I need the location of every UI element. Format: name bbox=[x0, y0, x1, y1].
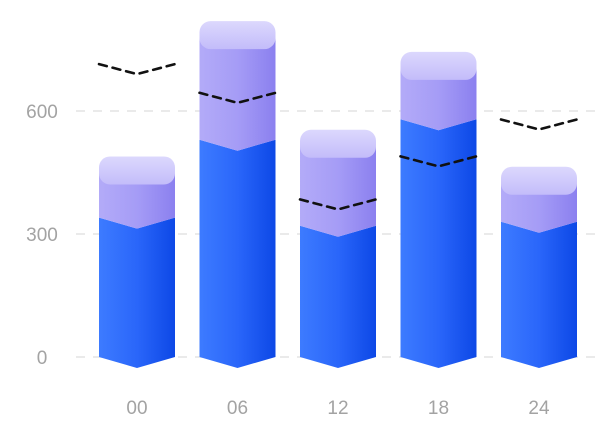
x-axis-tick-labels: 00 06 12 18 24 bbox=[126, 398, 550, 419]
x-tick-label-12: 12 bbox=[327, 398, 348, 419]
bars bbox=[99, 21, 577, 368]
target-line-06 bbox=[198, 91, 277, 105]
bar-06-series-2 bbox=[199, 35, 276, 151]
bar-24-series-1 bbox=[501, 221, 577, 368]
bar-12-series-1 bbox=[300, 225, 376, 368]
bar-18-top-cap bbox=[400, 51, 477, 80]
y-tick-label-300: 300 bbox=[26, 225, 58, 246]
bar-00-top-cap bbox=[99, 156, 175, 185]
bar-18-series-1 bbox=[400, 119, 477, 368]
target-line-18 bbox=[399, 155, 478, 168]
y-axis-tick-labels: 0 300 600 bbox=[26, 102, 58, 369]
target-line-12 bbox=[298, 198, 378, 211]
bar-06-top-cap bbox=[199, 21, 276, 50]
target-line-00 bbox=[97, 62, 177, 76]
x-tick-label-18: 18 bbox=[428, 398, 449, 419]
target-lines bbox=[97, 62, 579, 211]
bar-18-series-2 bbox=[400, 65, 477, 131]
bar-24-top-cap bbox=[501, 166, 577, 195]
y-tick-label-0: 0 bbox=[37, 348, 48, 369]
bar-12-top-cap bbox=[300, 129, 376, 158]
bar-06-series-1 bbox=[199, 139, 276, 368]
bar-00-series-1 bbox=[99, 217, 175, 368]
x-tick-label-24: 24 bbox=[528, 398, 550, 419]
bar-12-series-2 bbox=[300, 143, 376, 237]
target-line-24 bbox=[499, 118, 579, 131]
y-tick-label-600: 600 bbox=[26, 102, 58, 123]
bar-00-series-2 bbox=[99, 170, 175, 229]
x-tick-label-06: 06 bbox=[227, 398, 248, 419]
x-tick-label-00: 00 bbox=[126, 398, 147, 419]
